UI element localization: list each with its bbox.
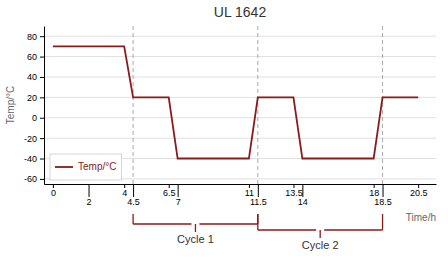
bracket-line [382,214,383,230]
y-tick: 60 [27,52,44,62]
x-tick: 13.5 [285,184,303,198]
x-tick: 0 [51,184,56,198]
x-tick: 18.5 [374,184,392,207]
x-tick-mark [383,184,384,197]
grid-line [44,117,436,118]
bracket-line [324,229,382,230]
reference-line [133,26,134,184]
grid-line [44,76,436,77]
y-tick-label: -40 [24,154,37,164]
x-axis-title: Time/h [406,212,436,223]
legend-box [50,154,121,180]
bracket-line [257,214,258,230]
legend: Temp/°C [50,154,121,180]
data-line [53,46,418,158]
bracket-line [133,223,191,224]
legend-label: Temp/°C [78,161,116,172]
x-tick-label: 0 [51,188,56,198]
grid-line [44,97,436,98]
x-axis: 0 2 44.5 6.57 1111.5 13.514 1818.5 20.5 [45,184,437,207]
x-tick: 6.5 [163,184,176,198]
y-tick-label: -20 [24,134,37,144]
y-tick: 80 [27,32,44,42]
x-tick-label: 11.5 [250,197,267,207]
bracket-line [195,224,196,232]
x-tick-mark [178,184,179,197]
y-tick-label: 0 [32,113,37,123]
x-tick: 7 [176,184,181,207]
x-tick-label: 20.5 [410,188,428,198]
y-tick: 40 [27,72,44,82]
x-tick: 4 [122,184,127,198]
y-tick-mark [40,36,44,37]
grid-line [44,56,436,57]
annotation: Cycle 2 [302,239,339,251]
y-tick-label: 60 [27,52,37,62]
y-tick: -60 [24,174,44,184]
x-tick: 2 [87,184,92,207]
x-axis-line [45,184,437,185]
y-axis-title: Temp/°C [5,86,16,124]
y-axis: -60 -40 -20 0 20 40 60 80 [24,27,45,185]
x-tick: 14 [298,184,308,207]
bracket-line [258,229,316,230]
x-tick-label: 4.5 [127,197,140,207]
x-tick: 4.5 [127,184,140,207]
bracket [133,214,258,232]
y-tick-label: 80 [27,32,37,42]
y-tick: 0 [32,113,44,123]
x-tick-label: 6.5 [163,188,176,198]
title: UL 1642 [214,4,267,20]
bracket-line [199,223,257,224]
x-tick: 11 [245,184,254,198]
y-axis-line [44,27,45,185]
bracket-line [320,230,321,238]
x-tick: 18 [369,184,379,198]
x-tick-mark [89,184,90,197]
legend-item: Temp/°C [55,161,116,172]
y-tick: 20 [27,93,44,103]
x-tick-mark [302,184,303,197]
x-tick-label: 14 [298,197,308,207]
y-tick-mark [40,118,44,119]
y-tick-mark [40,97,44,98]
grid-line [44,36,436,37]
x-tick-mark [258,184,259,197]
bracket-line [132,214,133,224]
y-tick-mark [40,159,44,160]
y-tick: -40 [24,154,44,164]
x-tick: 20.5 [410,184,428,198]
x-tick-label: 7 [176,197,181,207]
y-tick-label: 40 [27,72,37,82]
y-tick-mark [40,179,44,180]
x-tick-mark [133,184,134,197]
x-tick-label: 18.5 [374,197,392,207]
x-tick: 11.5 [250,184,267,207]
y-tick-mark [40,138,44,139]
chart: 0 2 44.5 6.57 1111.5 13.514 1818.5 20.5 -60 -40 -2… [0,0,448,260]
x-tick-label: 2 [87,197,92,207]
bracket [258,214,383,238]
plot-area [53,26,418,184]
y-tick-label: -60 [24,174,37,184]
legend-swatch [55,166,73,168]
y-tick: -20 [24,134,44,144]
annotation: Cycle 1 [177,233,214,245]
y-tick-mark [40,77,44,78]
y-tick-mark [40,57,44,58]
y-tick-label: 20 [27,93,37,103]
